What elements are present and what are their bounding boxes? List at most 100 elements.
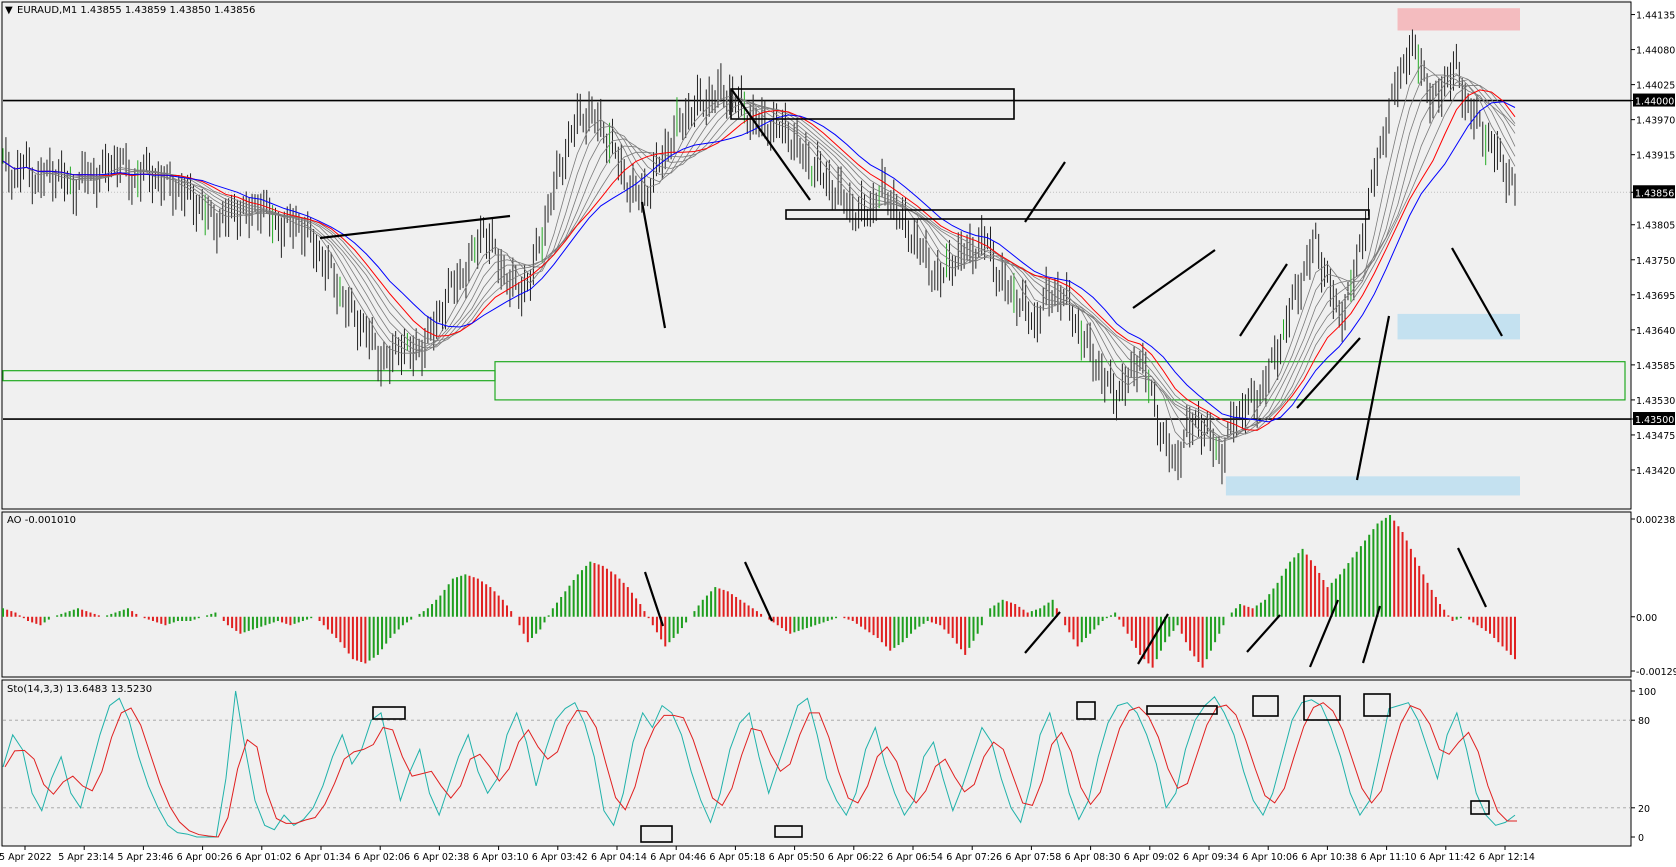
ma-ribbon-line — [2, 85, 1516, 435]
annotation-box-9 — [1363, 693, 1391, 717]
time-tick-label: 6 Apr 07:58 — [1005, 852, 1061, 863]
price-tick-label: 1.43915 — [1636, 151, 1675, 162]
trend-line-9 — [643, 571, 665, 627]
ao-panel-title: AO -0.001010 — [7, 515, 76, 526]
ao-tick-label: 0.00 — [1636, 613, 1657, 624]
zone-demand-1 — [1397, 313, 1520, 340]
time-tick-label: 5 Apr 2022 — [0, 852, 52, 863]
trend-line-7 — [1355, 315, 1391, 481]
price-tick-label: 1.43750 — [1636, 256, 1675, 267]
price-tick-label: 1.43585 — [1636, 361, 1675, 372]
time-tick-label: 6 Apr 08:30 — [1065, 852, 1121, 863]
time-tick-label: 6 Apr 03:10 — [473, 852, 529, 863]
bottom-time-background — [0, 846, 1676, 867]
annotation-box-2 — [372, 706, 406, 720]
price-panel-frame — [1, 1, 1632, 510]
sto-tick-label: 100 — [1638, 687, 1656, 698]
trend-line-16 — [1457, 547, 1487, 608]
stochastic-panel-frame — [1, 679, 1632, 847]
annotation-box-1 — [785, 209, 1370, 220]
time-tick-label: 6 Apr 10:06 — [1242, 852, 1298, 863]
time-tick-label: 6 Apr 00:26 — [177, 852, 233, 863]
annotation-box-4 — [774, 825, 803, 838]
green-range-box — [494, 361, 1626, 401]
trend-line-1 — [640, 201, 667, 329]
stochastic-panel-title: Sto(14,3,3) 13.6483 13.5230 — [7, 684, 152, 695]
trend-line-11 — [1024, 611, 1061, 654]
drawings-layer — [319, 88, 1503, 843]
price-tick-label: 1.43475 — [1636, 431, 1675, 442]
price-tick-label: 1.43500 — [1635, 415, 1674, 426]
annotation-box-3 — [640, 825, 673, 843]
ma-ribbon-line — [2, 79, 1516, 439]
trend-line-10 — [743, 561, 774, 622]
trend-line-3 — [1024, 161, 1066, 223]
time-tick-label: 6 Apr 10:38 — [1301, 852, 1357, 863]
trend-line-15 — [1361, 605, 1382, 664]
trend-line-2 — [731, 89, 811, 201]
price-tick-label: 1.43805 — [1636, 221, 1675, 232]
trend-line-5 — [1239, 263, 1288, 337]
ao-panel-frame — [1, 511, 1632, 678]
sto-tick-label: 80 — [1638, 716, 1650, 727]
zone-demand-2 — [1225, 476, 1520, 496]
trend-line-6 — [1296, 337, 1361, 409]
time-tick-label: 6 Apr 05:18 — [709, 852, 765, 863]
sto-tick-label: 20 — [1638, 804, 1650, 815]
time-tick-label: 6 Apr 12:14 — [1479, 852, 1535, 863]
time-tick-label: 6 Apr 06:54 — [887, 852, 943, 863]
price-tick-label: 1.43970 — [1636, 116, 1675, 127]
time-tick-label: 6 Apr 01:34 — [295, 852, 351, 863]
price-tick-label: 1.43420 — [1636, 466, 1675, 477]
sto-signal-line — [4, 702, 1517, 838]
right-scale-background — [1631, 0, 1676, 867]
ao-tick-label: 0.002382 — [1636, 515, 1676, 526]
time-tick-label: 6 Apr 07:26 — [946, 852, 1002, 863]
annotation-box-8 — [1303, 695, 1341, 721]
trend-line-0 — [319, 214, 511, 240]
price-scale: 1.44135 1.44080 1.44025 1.44000 1.43970 1.439… — [1631, 11, 1676, 844]
annotation-box-0 — [730, 88, 1015, 120]
price-label-bg — [1633, 185, 1675, 199]
price-tick-label: 1.44000 — [1635, 97, 1674, 108]
price-label-bg — [1633, 412, 1675, 426]
trend-line-8 — [1451, 247, 1503, 337]
time-tick-label: 6 Apr 04:46 — [650, 852, 706, 863]
chart-symbol-arrow-icon[interactable]: ▼ — [5, 5, 13, 16]
time-tick-label: 6 Apr 09:02 — [1124, 852, 1180, 863]
annotation-box-5 — [1076, 701, 1096, 720]
ma-ribbon-line — [2, 63, 1516, 445]
ma-red-line — [2, 89, 1516, 431]
price-tick-label: 1.44025 — [1636, 81, 1675, 92]
trend-line-4 — [1132, 249, 1216, 309]
zones-layer — [2, 8, 1631, 496]
ao-tick-label: -0.001297 — [1636, 667, 1676, 678]
time-tick-label: 5 Apr 23:46 — [117, 852, 173, 863]
time-tick-label: 6 Apr 01:02 — [236, 852, 292, 863]
ma-ribbon-line — [2, 74, 1516, 442]
time-tick-label: 6 Apr 02:06 — [354, 852, 410, 863]
price-panel-title: EURAUD,M1 1.43855 1.43859 1.43850 1.4385… — [17, 5, 255, 16]
price-tick-label: 1.43856 — [1635, 188, 1674, 199]
annotation-box-7 — [1252, 695, 1279, 717]
trend-line-14 — [1308, 599, 1340, 668]
price-layer — [2, 29, 1516, 485]
trend-line-12 — [1137, 613, 1169, 665]
sto-tick-label: 0 — [1638, 833, 1644, 844]
time-tick-label: 6 Apr 11:10 — [1361, 852, 1417, 863]
stochastic-layer — [2, 690, 1631, 838]
time-tick-label: 6 Apr 03:42 — [532, 852, 588, 863]
annotation-box-6 — [1146, 705, 1218, 715]
time-tick-label: 6 Apr 11:42 — [1420, 852, 1476, 863]
price-tick-label: 1.43640 — [1636, 326, 1675, 337]
price-tick-label: 1.44080 — [1636, 46, 1675, 57]
zone-supply-0 — [1397, 8, 1520, 31]
sto-main-line — [2, 690, 1516, 838]
time-tick-label: 6 Apr 06:22 — [828, 852, 884, 863]
time-tick-label: 6 Apr 04:14 — [591, 852, 647, 863]
time-tick-label: 6 Apr 05:50 — [769, 852, 825, 863]
annotation-box-10 — [1470, 800, 1490, 815]
ao-layer — [2, 515, 1516, 668]
